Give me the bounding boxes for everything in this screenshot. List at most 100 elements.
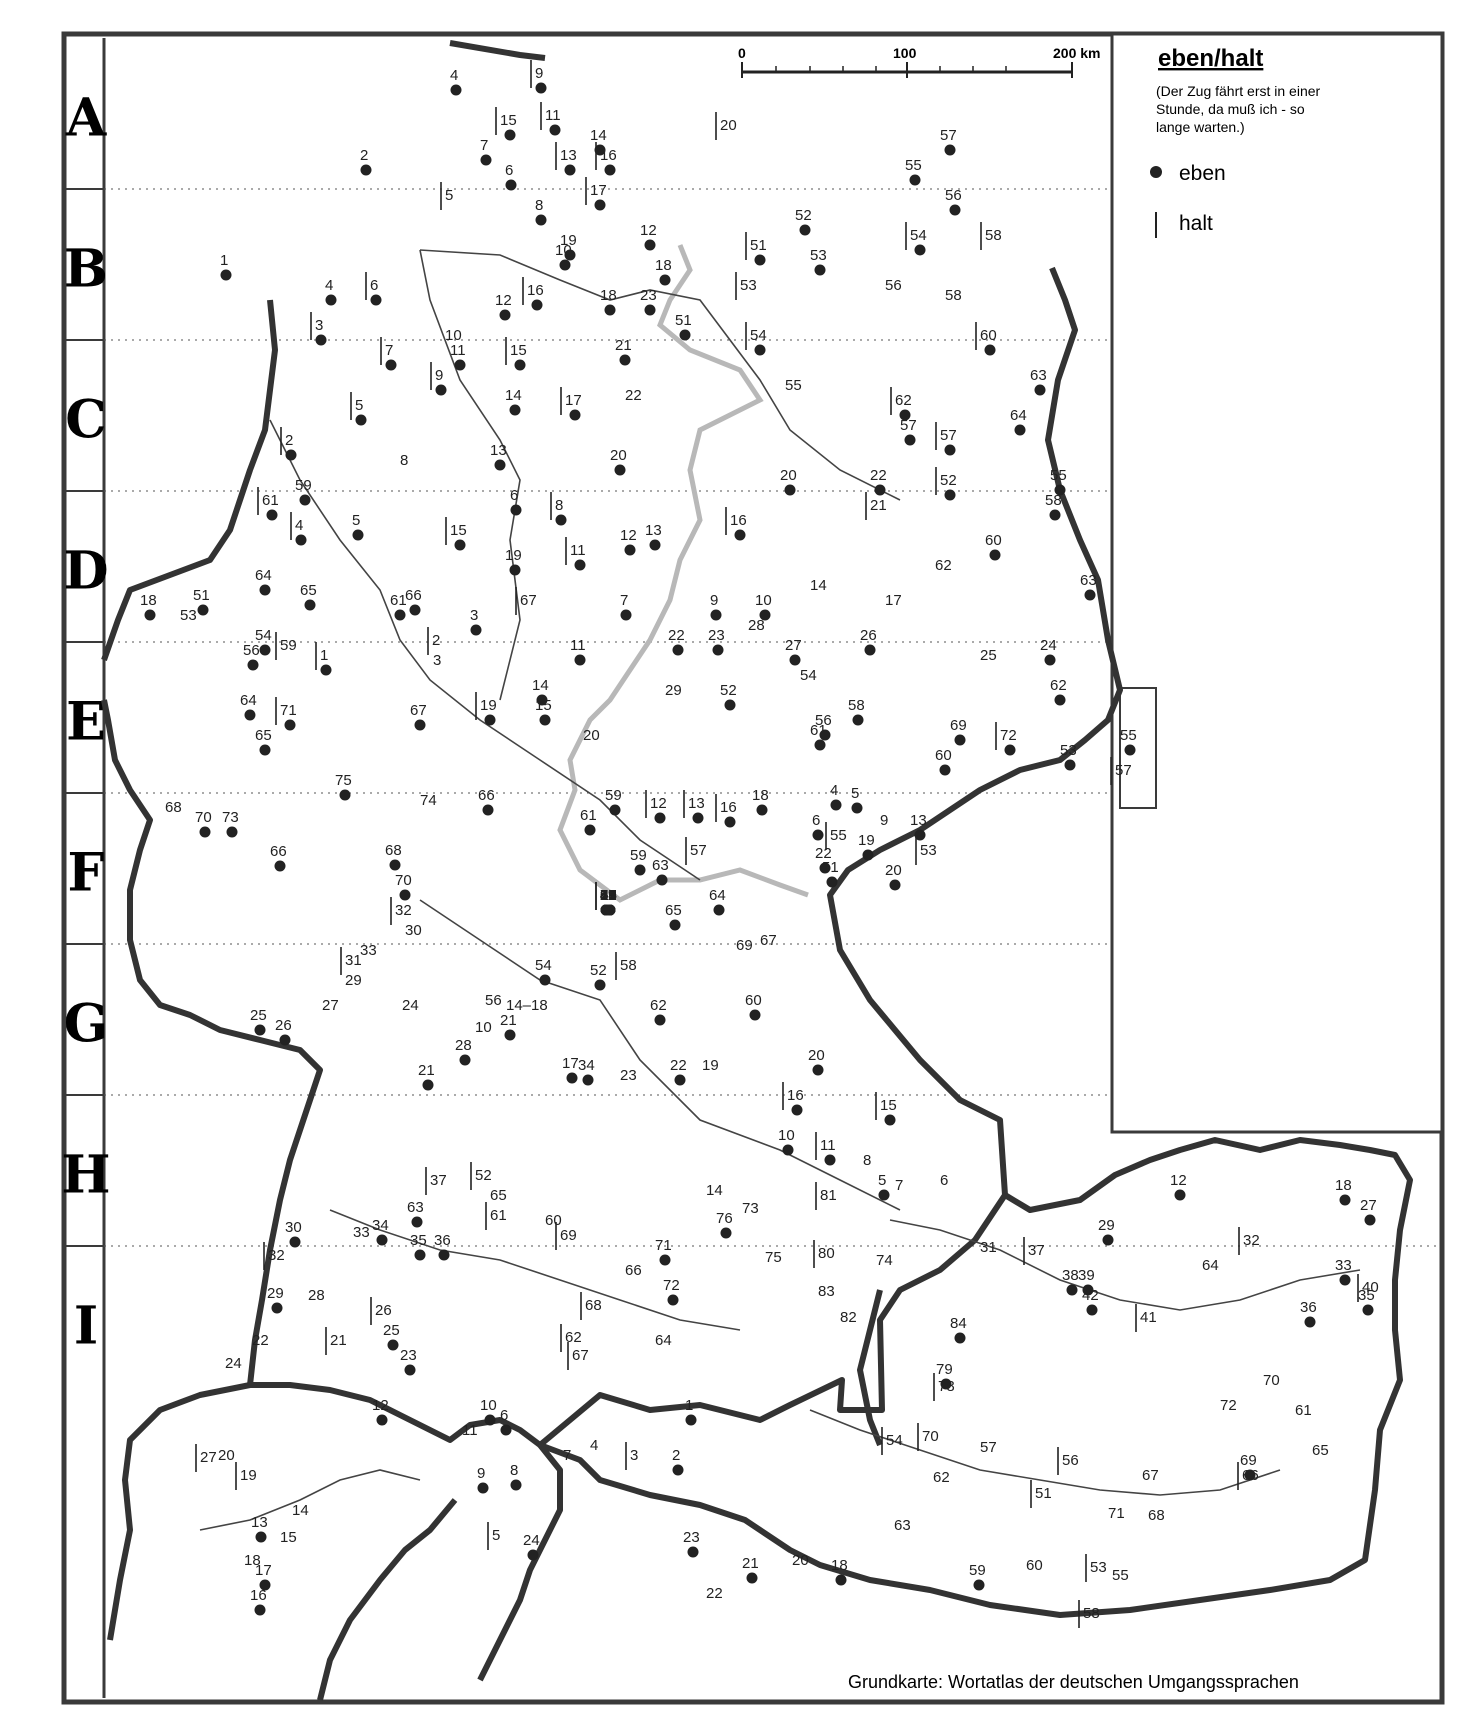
row-label-g: G	[64, 994, 108, 1055]
location-12: 12	[495, 292, 512, 321]
location-number: 2	[360, 147, 368, 164]
location-number: 62	[1050, 677, 1067, 694]
location-68: 68	[385, 842, 402, 871]
location-number: 24	[1040, 637, 1057, 654]
eben-dot-icon	[315, 334, 327, 346]
location-33: 33	[360, 942, 377, 959]
location-number: 64	[1010, 407, 1027, 424]
eben-dot-icon	[480, 154, 492, 166]
location-5: 5	[851, 785, 863, 814]
location-19: 19	[600, 887, 617, 904]
location-37: 37	[425, 1167, 447, 1195]
location-number: 75	[335, 772, 352, 789]
location-9: 9	[477, 1465, 489, 1494]
eben-dot-icon	[814, 264, 826, 276]
location-number: 4	[325, 277, 333, 294]
eben-dot-icon	[414, 1249, 426, 1261]
location-62: 62	[650, 997, 667, 1026]
location-number: 14	[505, 387, 522, 404]
eben-dot-icon	[904, 434, 916, 446]
location-40: 40	[1357, 1274, 1379, 1302]
location-number: 69	[736, 937, 753, 954]
location-22: 22	[870, 467, 887, 496]
location-number: 13	[560, 147, 577, 164]
location-number: 20	[720, 117, 737, 134]
location-number: 71	[655, 1237, 672, 1254]
location-64: 64	[1202, 1257, 1219, 1274]
location-53: 53	[1085, 1554, 1107, 1582]
location-number: 36	[1300, 1299, 1317, 1316]
eben-dot-icon	[791, 1104, 803, 1116]
location-23: 23	[640, 287, 657, 316]
location-number: 14	[706, 1182, 723, 1199]
location-68: 68	[580, 1292, 602, 1320]
eben-dot-icon	[470, 624, 482, 636]
location-number: 68	[385, 842, 402, 859]
location-number: 65	[665, 902, 682, 919]
location-number: 69	[1240, 1452, 1257, 1469]
eben-dot-icon	[574, 559, 586, 571]
eben-dot-icon	[672, 644, 684, 656]
location-20: 20	[715, 112, 737, 140]
eben-dot-icon	[404, 1364, 416, 1376]
location-63: 63	[407, 1199, 424, 1228]
location-57: 57	[935, 422, 957, 456]
location-number: 51	[193, 587, 210, 604]
location-number: 13	[910, 812, 927, 829]
location-number: 21	[330, 1332, 347, 1349]
eben-dot-icon	[782, 1144, 794, 1156]
location-51: 51	[193, 587, 210, 616]
location-number: 7	[600, 887, 608, 904]
location-66: 66	[405, 587, 422, 616]
location-63: 63	[652, 857, 669, 886]
location-number: 12	[620, 527, 637, 544]
eben-dot-icon	[259, 644, 271, 656]
location-21: 21	[500, 1012, 517, 1041]
location-number: 59	[600, 887, 617, 904]
location-number: 18	[244, 1552, 261, 1569]
location-number: 53	[180, 607, 197, 624]
location-number: 6	[940, 1172, 948, 1189]
location-number: 2	[285, 432, 293, 449]
eben-dot-icon	[289, 1236, 301, 1248]
location-12: 12	[1170, 1172, 1187, 1201]
location-number: 32	[1243, 1232, 1260, 1249]
location-11: 11	[462, 1422, 478, 1439]
eben-dot-icon	[247, 659, 259, 671]
eben-dot-icon	[973, 1579, 985, 1591]
location-67: 67	[567, 1342, 589, 1370]
location-9: 9	[530, 60, 547, 94]
eben-dot-icon	[555, 514, 567, 526]
location-22: 22	[252, 1332, 269, 1349]
eben-dot-icon	[1044, 654, 1056, 666]
location-number: 54	[255, 627, 272, 644]
location-52: 52	[935, 467, 957, 501]
location-1: 1	[220, 252, 232, 281]
location-54: 54	[255, 627, 272, 656]
eben-dot-icon	[939, 764, 951, 776]
location-21: 21	[418, 1062, 435, 1091]
location-15: 15	[875, 1092, 897, 1126]
location-number: 68	[165, 799, 182, 816]
eben-dot-icon	[749, 1009, 761, 1021]
location-number: 1	[220, 252, 228, 269]
eben-dot-icon	[320, 664, 332, 676]
location-61: 61	[485, 1202, 507, 1230]
location-19: 19	[235, 1462, 257, 1490]
location-42: 42	[1082, 1287, 1099, 1316]
location-70: 70	[395, 872, 412, 901]
row-label-a: A	[65, 88, 107, 149]
location-64: 64	[255, 567, 272, 596]
location-52: 52	[795, 207, 812, 236]
eben-dot-icon	[376, 1234, 388, 1246]
location-number: 20	[780, 467, 797, 484]
location-number: 22	[706, 1585, 723, 1602]
location-number: 70	[395, 872, 412, 889]
eben-dot-icon	[535, 214, 547, 226]
eben-dot-icon	[674, 1074, 686, 1086]
location-62: 62	[933, 1469, 950, 1486]
location-number: 10	[480, 1397, 497, 1414]
location-number: 14	[532, 677, 549, 694]
location-10: 10	[445, 327, 462, 344]
eben-dot-icon	[259, 1579, 271, 1591]
